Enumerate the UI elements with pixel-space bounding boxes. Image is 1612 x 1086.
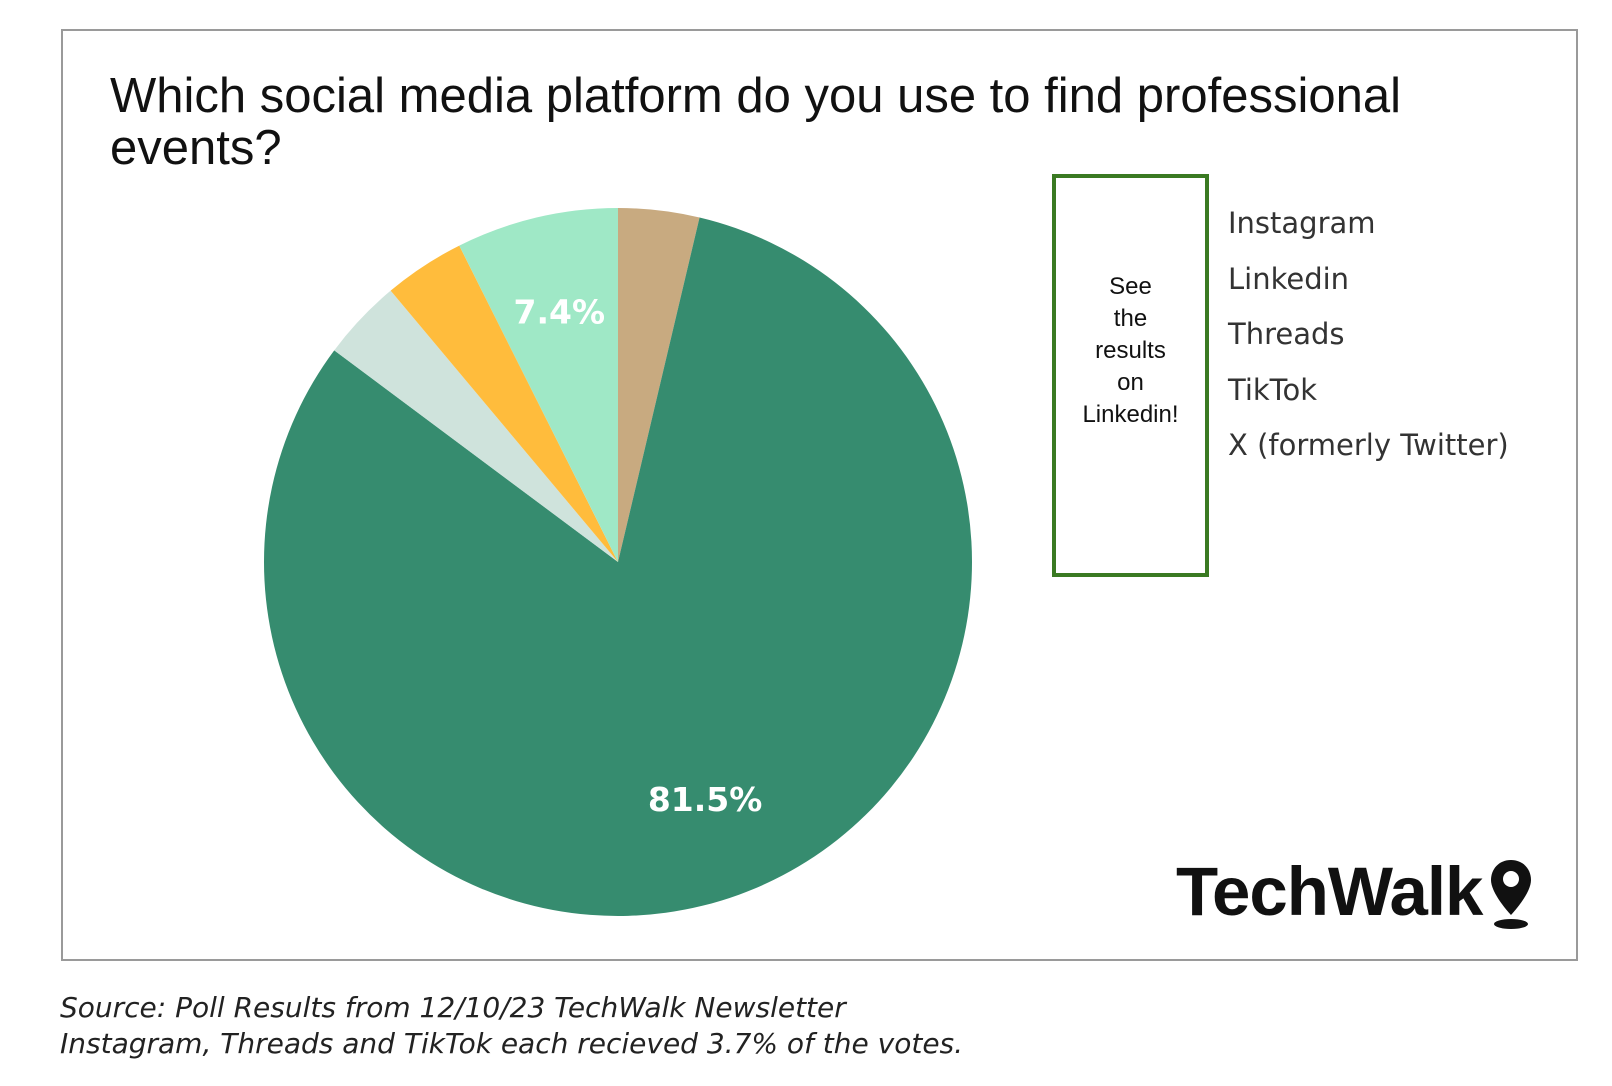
- data-label-linkedin: 81.5%: [648, 780, 763, 819]
- legend-item-threads: Threads: [1228, 317, 1345, 351]
- legend-item-instagram: Instagram: [1228, 206, 1376, 240]
- legend: Instagram Linkedin Threads TikTok X (for…: [1228, 198, 1509, 476]
- logo-text: TechWalk: [1176, 853, 1483, 930]
- linkedin-callout-box: See the results on Linkedin!: [1052, 174, 1209, 577]
- pie-slice-tiktok: [390, 245, 618, 562]
- map-pin-icon: [1491, 859, 1532, 929]
- legend-item-x: X (formerly Twitter): [1228, 428, 1509, 462]
- legend-item-tiktok: TikTok: [1228, 372, 1317, 407]
- pie-slice-threads: [334, 290, 618, 562]
- callout-text: See the results on Linkedin!: [1082, 272, 1179, 428]
- chart-title: Which social media platform do you use t…: [110, 69, 1401, 175]
- pie-slice-x-formerly-twitter: [459, 208, 618, 562]
- footnote-source: Source: Poll Results from 12/10/23 TechW…: [60, 991, 846, 1024]
- pie-slice-linkedin: [264, 217, 973, 916]
- pie-slice-instagram: [618, 208, 700, 562]
- footnote-note: Instagram, Threads and TikTok each recie…: [60, 1027, 964, 1060]
- data-label-x-formerly-twitter: 7.4%: [514, 292, 606, 331]
- footnote: Source: Poll Results from 12/10/23 TechW…: [60, 990, 963, 1062]
- techwalk-logo: TechWalk: [1176, 852, 1534, 931]
- legend-item-linkedin: Linkedin: [1228, 261, 1350, 296]
